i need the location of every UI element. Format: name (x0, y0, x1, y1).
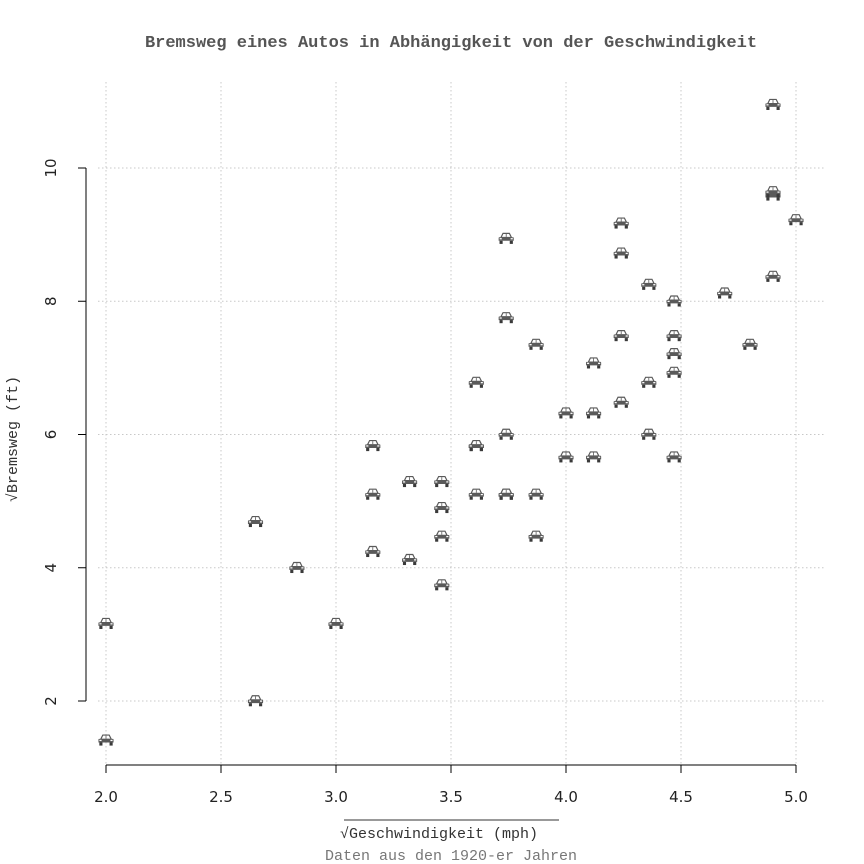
car-icon (613, 217, 630, 230)
car-icon (788, 213, 804, 226)
y-axis-label: Bremsweg (ft) (5, 376, 22, 493)
car-icon (666, 329, 683, 342)
car-icon (640, 278, 657, 291)
chart-title: Bremsweg eines Autos in Abhängigkeit von… (145, 34, 757, 53)
car-icon (364, 488, 381, 501)
car-icon (98, 734, 114, 747)
x-tick-label: 3.0 (324, 788, 348, 806)
car-icon (498, 311, 515, 324)
car-icon (433, 578, 450, 591)
x-axis-title: √ Geschwindigkeit (mph) (340, 819, 559, 843)
car-icon (613, 396, 630, 409)
car-icon (585, 356, 602, 369)
car-icon (401, 553, 418, 566)
y-tick-label: 4 (42, 563, 60, 573)
car-icon (498, 488, 515, 501)
y-tick-label: 6 (42, 430, 60, 440)
car-icon (433, 475, 450, 488)
y-tick-label: 2 (42, 696, 60, 706)
y-axis-title: √ Bremsweg (ft) (4, 376, 22, 502)
car-icon (468, 488, 485, 501)
x-tick-label: 4.5 (669, 788, 693, 806)
x-axis-label: Geschwindigkeit (mph) (349, 826, 538, 843)
car-icon (640, 376, 657, 389)
car-icon (558, 406, 574, 419)
car-icon (528, 530, 545, 543)
car-icon (364, 439, 381, 452)
car-icon (528, 488, 545, 501)
car-icon (498, 428, 515, 441)
y-tick-label: 8 (42, 296, 60, 306)
chart-caption: Daten aus den 1920-er Jahren (325, 848, 577, 864)
car-icon (433, 530, 450, 543)
x-tick-label: 2.0 (94, 788, 118, 806)
car-icon (640, 428, 657, 441)
car-icon (585, 406, 602, 419)
car-icon (468, 376, 485, 389)
x-tick-label: 2.5 (209, 788, 233, 806)
car-icon (666, 347, 683, 360)
svg-text:√: √ (4, 493, 22, 502)
axes: 2.0 2.5 3.0 3.5 4.0 4.5 5.0 2 4 6 8 10 (42, 158, 808, 806)
car-icon (765, 270, 781, 283)
grid (98, 82, 826, 765)
car-icon (666, 366, 683, 379)
car-icon (765, 98, 781, 111)
car-icon (468, 439, 485, 452)
car-icon (498, 232, 515, 245)
car-icon (666, 450, 683, 463)
car-icon (716, 286, 733, 299)
car-icon (401, 475, 418, 488)
car-icon (742, 338, 758, 351)
y-tick-label: 10 (42, 158, 60, 177)
x-tick-label: 4.0 (554, 788, 578, 806)
x-tick-label: 5.0 (784, 788, 808, 806)
car-icon (247, 694, 264, 707)
car-icon (666, 294, 683, 307)
car-icon (364, 545, 381, 558)
car-icon (528, 338, 545, 351)
car-icon (288, 561, 305, 574)
car-icon (613, 246, 630, 260)
car-icon (247, 515, 264, 528)
car-icon (585, 450, 602, 463)
car-icon (613, 329, 630, 342)
car-icon (558, 450, 574, 463)
car-icon (433, 501, 450, 514)
svg-text:√: √ (340, 825, 349, 843)
x-tick-label: 3.5 (439, 788, 463, 806)
